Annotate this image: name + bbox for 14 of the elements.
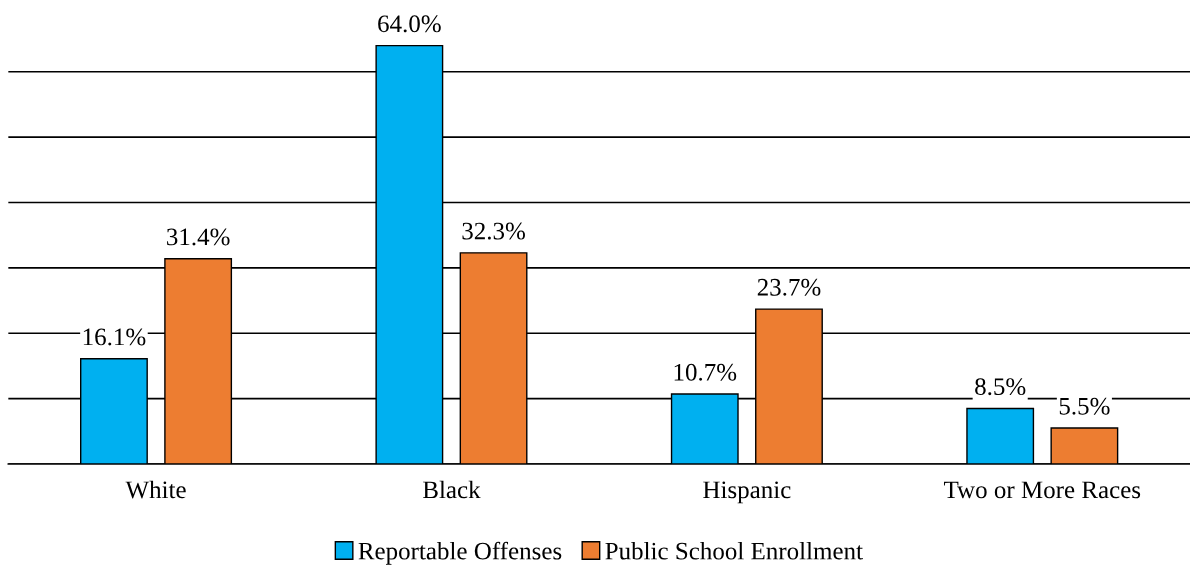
x-tick-label: White — [125, 480, 186, 499]
data-label: 64.0% — [378, 15, 441, 33]
data-label: 32.3% — [462, 222, 525, 240]
x-tick-label: Hispanic — [703, 481, 791, 504]
data-label: 16.1% — [83, 328, 146, 346]
data-label: 31.4% — [167, 228, 230, 246]
x-tick-label: Two or More Races — [943, 481, 1141, 499]
data-label: 8.5% — [975, 378, 1026, 396]
data-label: 5.5% — [1059, 397, 1110, 415]
data-label: 10.7% — [674, 363, 737, 381]
legend-label: Reportable Offenses — [358, 541, 562, 565]
data-label: 23.7% — [757, 278, 821, 296]
legend-label: Public School Enrollment — [605, 541, 863, 560]
x-tick-label: Black — [423, 480, 481, 499]
